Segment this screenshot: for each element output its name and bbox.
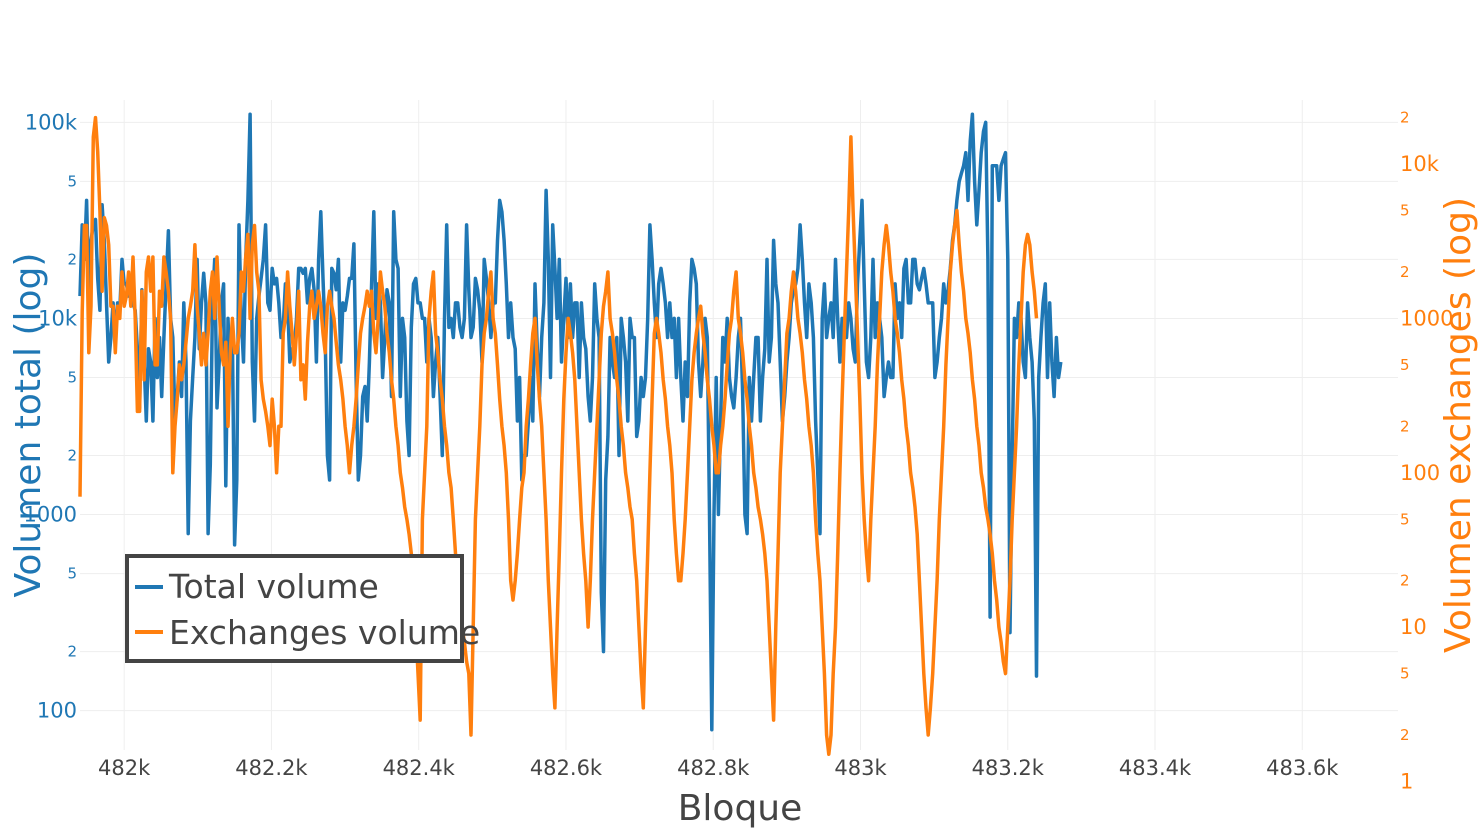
x-tick-label: 482k	[98, 756, 151, 780]
left-y-tick-label: 10k	[38, 306, 78, 330]
x-tick-label: 482.4k	[383, 756, 456, 780]
right-y-tick-label: 1000	[1400, 306, 1453, 330]
left-y-minor-tick-label: 2	[67, 447, 77, 465]
x-ticks: 482k 482.2k 482.4k 482.6k 482.8k 483k 483.2k 48…	[98, 756, 1339, 780]
left-y-tick-label: 1000	[24, 503, 77, 527]
series	[78, 112, 1063, 757]
left-y-axis-title: Volumen total (log)	[8, 253, 49, 598]
left-y-minor-tick-label: 5	[67, 565, 77, 583]
x-tick-label: 483k	[834, 756, 887, 780]
right-y-minor-tick-label: 5	[1400, 510, 1410, 528]
series-line-total-volume	[78, 112, 1063, 732]
x-tick-label: 483.6k	[1266, 756, 1339, 780]
right-y-tick-label: 1	[1400, 770, 1413, 794]
x-tick-label: 482.8k	[677, 756, 750, 780]
right-y-tick-label: 10k	[1400, 152, 1440, 176]
right-y-axis-title: Volumen exchanges (log)	[1438, 197, 1478, 653]
x-axis-title: Bloque	[678, 788, 803, 829]
right-y-minor-tick-label: 2	[1400, 726, 1410, 744]
legend-label-exchanges: Exchanges volume	[169, 613, 480, 652]
right-y-minor-tick-label: 2	[1400, 109, 1410, 127]
x-tick-label: 483.2k	[972, 756, 1045, 780]
right-y-minor-tick-label: 2	[1400, 572, 1410, 590]
right-y-minor-tick-label: 5	[1400, 665, 1410, 683]
right-y-ticks: 1 10 100 1000 10k 2 5 2 5 2 5 2 5 2	[1400, 109, 1453, 794]
right-y-minor-tick-label: 2	[1400, 417, 1410, 435]
left-y-minor-tick-label: 5	[67, 368, 77, 386]
legend: Total volume Exchanges volume	[125, 554, 480, 663]
right-y-tick-label: 100	[1400, 461, 1440, 485]
left-y-minor-tick-label: 5	[67, 172, 77, 190]
left-y-minor-tick-label: 2	[67, 643, 77, 661]
right-y-minor-tick-label: 5	[1400, 202, 1410, 220]
left-y-tick-label: 100k	[25, 110, 78, 134]
x-tick-label: 483.4k	[1119, 756, 1192, 780]
left-y-minor-tick-label: 2	[67, 250, 77, 268]
left-y-tick-label: 100	[37, 699, 77, 723]
x-tick-label: 482.2k	[235, 756, 308, 780]
legend-label-total: Total volume	[168, 567, 379, 606]
left-y-ticks: 100 1000 10k 100k 2 5 2 5 2 5	[24, 110, 78, 722]
series-line-exchanges-volume	[78, 115, 1039, 757]
right-y-minor-tick-label: 2	[1400, 263, 1410, 281]
x-tick-label: 482.6k	[530, 756, 603, 780]
right-y-minor-tick-label: 5	[1400, 356, 1410, 374]
legend-box	[125, 554, 464, 663]
right-y-tick-label: 10	[1400, 615, 1427, 639]
